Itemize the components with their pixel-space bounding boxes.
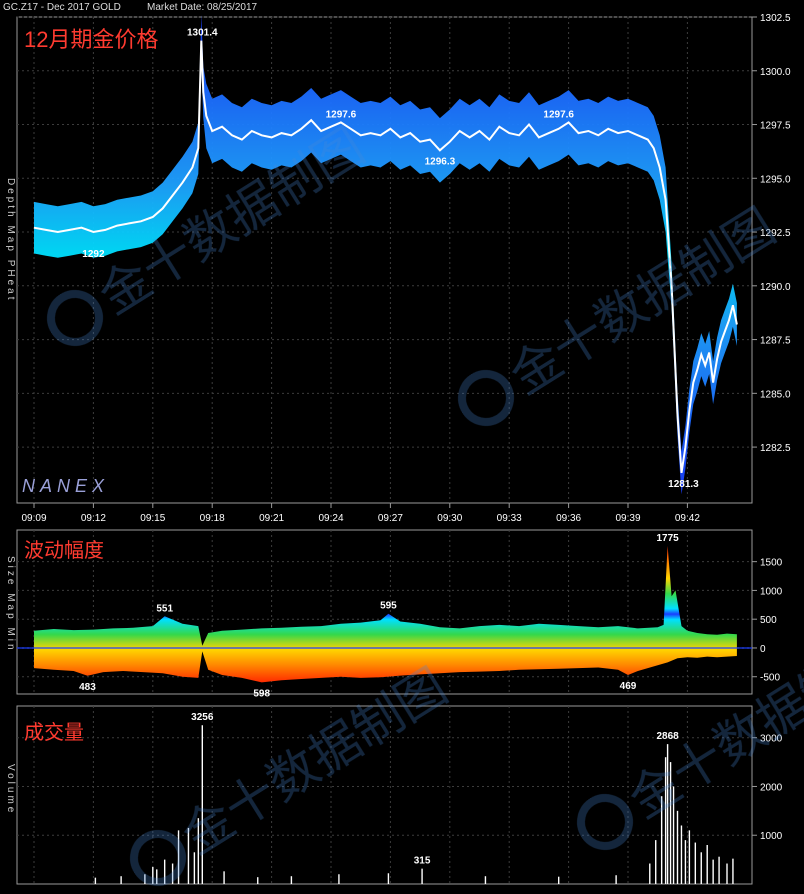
price-side-label: Depth Map PHeat [5, 178, 16, 303]
x-tick-label: 09:36 [556, 513, 581, 524]
x-tick-label: 09:21 [259, 513, 284, 524]
volume-annotation: 3256 [191, 712, 214, 723]
size-y-tick-label: 1500 [760, 558, 783, 569]
x-tick-label: 09:09 [21, 513, 46, 524]
market-date-label: Market Date: 08/25/2017 [147, 2, 258, 13]
price-y-tick-label: 1302.5 [760, 13, 791, 24]
jin10-logo-icon [577, 794, 633, 850]
x-tick-label: 09:12 [81, 513, 106, 524]
svg-text:Size Map Min: Size Map Min [5, 556, 16, 653]
price-annotation: 1297.6 [326, 109, 357, 120]
jin10-logo-icon [458, 370, 514, 426]
volume-y-tick-label: 3000 [760, 734, 783, 745]
price-y-tick-label: 1300.0 [760, 67, 791, 78]
x-tick-label: 09:39 [615, 513, 640, 524]
size-side-label: Size Map Min [5, 556, 16, 653]
size-annotation: 595 [380, 601, 397, 612]
x-tick-label: 09:18 [200, 513, 225, 524]
jin10-logo-icon [130, 830, 186, 886]
nanex-brand: NANEX [22, 476, 109, 496]
x-tick-label: 09:24 [318, 513, 343, 524]
volume-annotation: 315 [414, 856, 431, 867]
price-y-tick-label: 1297.5 [760, 121, 791, 132]
size-annotation: 483 [79, 682, 96, 693]
volume-annotation: 2868 [656, 731, 679, 742]
x-tick-label: 09:15 [140, 513, 165, 524]
price-y-tick-label: 1295.0 [760, 174, 791, 185]
size-annotation: 598 [253, 688, 270, 699]
price-annotation: 1297.6 [543, 109, 574, 120]
size-y-tick-label: -500 [760, 673, 780, 684]
price-y-tick-label: 1287.5 [760, 336, 791, 347]
svg-text:Depth Map PHeat: Depth Map PHeat [5, 178, 16, 303]
price-annotation: 1292 [82, 249, 105, 260]
price-y-tick-label: 1282.5 [760, 443, 791, 454]
x-tick-label: 09:27 [378, 513, 403, 524]
depth-heat-band [34, 14, 737, 495]
symbol-label: GC.Z17 - Dec 2017 GOLD [3, 2, 121, 13]
x-tick-label: 09:42 [675, 513, 700, 524]
size-annotation: 1775 [656, 533, 679, 544]
price-annotation: 1296.3 [425, 156, 456, 167]
volume-panel-title: 成交量 [24, 721, 84, 744]
jin10-logo-icon [47, 290, 103, 346]
price-y-tick-label: 1292.5 [760, 228, 791, 239]
size-panel-title: 波动幅度 [24, 539, 104, 562]
price-annotation: 1281.3 [668, 479, 699, 490]
price-y-tick-label: 1290.0 [760, 282, 791, 293]
svg-text:Volume: Volume [5, 764, 16, 815]
size-annotation: 551 [156, 603, 173, 614]
x-tick-label: 09:30 [437, 513, 462, 524]
volume-y-tick-label: 1000 [760, 831, 783, 842]
chart-header: GC.Z17 - Dec 2017 GOLD Market Date: 08/2… [0, 0, 804, 16]
price-panel-title: 12月期金价格 [24, 27, 158, 52]
size-y-tick-label: 0 [760, 644, 766, 655]
size-y-tick-label: 500 [760, 615, 777, 626]
size-annotation: 469 [620, 681, 637, 692]
size-y-tick-label: 1000 [760, 586, 783, 597]
price-y-tick-label: 1285.0 [760, 389, 791, 400]
price-line [33, 40, 738, 474]
x-tick-label: 09:33 [497, 513, 522, 524]
volume-side-label: Volume [5, 764, 16, 815]
volume-panel-frame [16, 705, 753, 885]
price-panel-frame [16, 16, 753, 504]
volume-y-tick-label: 2000 [760, 782, 783, 793]
price-annotation: 1301.4 [187, 28, 218, 39]
